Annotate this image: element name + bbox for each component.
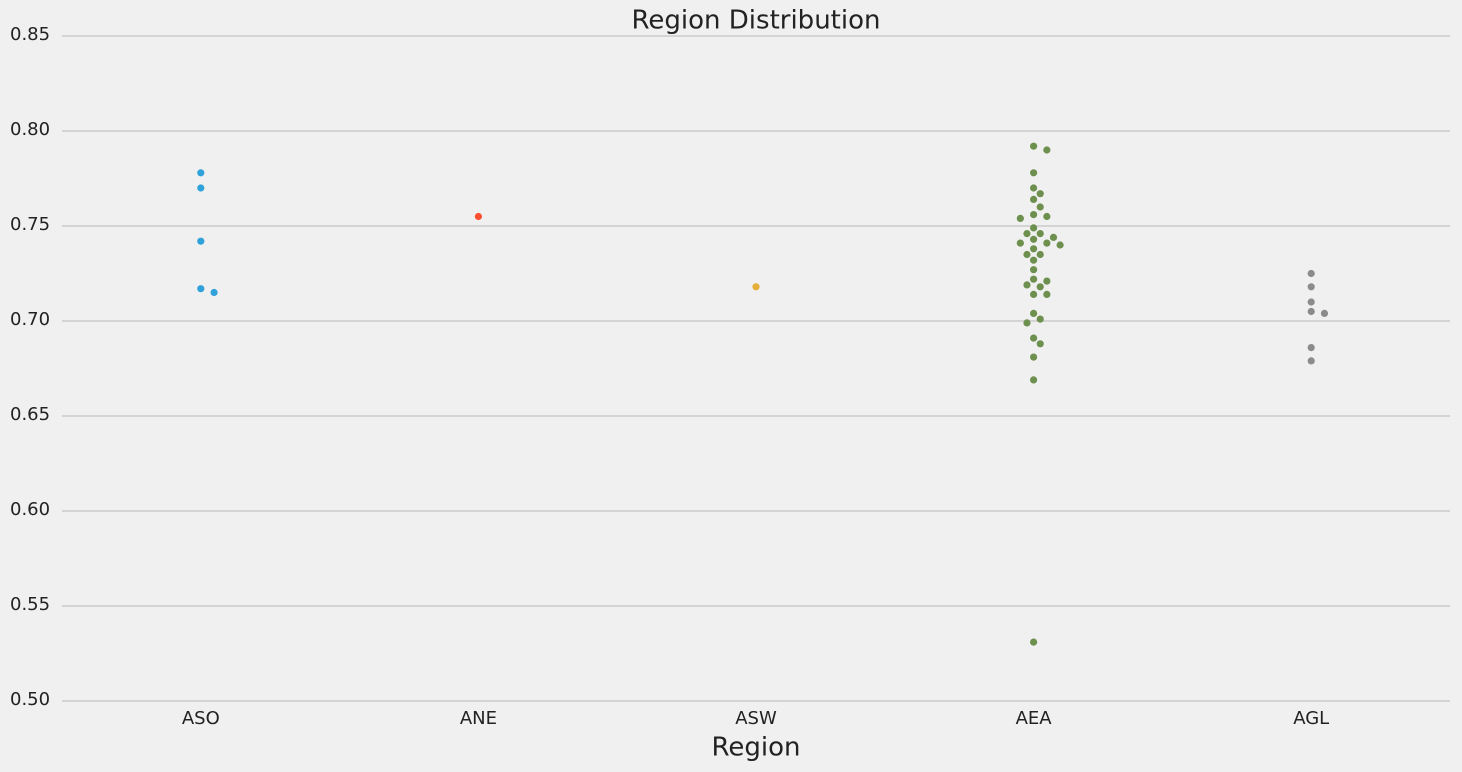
- dot: [1307, 357, 1315, 365]
- dot: [197, 169, 205, 177]
- x-tick-label: ANE: [460, 708, 497, 729]
- dot: [1030, 376, 1038, 384]
- dot: [1307, 283, 1315, 291]
- dot: [1043, 277, 1051, 285]
- dot: [1056, 241, 1064, 249]
- dot: [1023, 319, 1031, 327]
- dot: [1030, 353, 1038, 361]
- x-tick-label: AEA: [1016, 708, 1053, 729]
- dot: [1036, 190, 1044, 198]
- dot: [1030, 266, 1038, 274]
- dot: [1030, 290, 1038, 298]
- dot: [1030, 224, 1038, 232]
- dot: [1043, 290, 1051, 298]
- dot: [1307, 307, 1315, 316]
- dot: [1023, 230, 1031, 238]
- dot: [1030, 211, 1038, 219]
- y-tick-label: 0.65: [10, 404, 50, 425]
- y-tick-label: 0.80: [10, 119, 50, 140]
- dot: [1036, 203, 1044, 211]
- dot: [1036, 340, 1044, 348]
- dot: [1016, 239, 1024, 247]
- dot: [1030, 169, 1038, 177]
- dot: [752, 283, 760, 291]
- x-tick-label: ASW: [735, 708, 777, 729]
- dot: [1016, 214, 1024, 222]
- dot: [1307, 344, 1315, 352]
- dot: [1030, 142, 1038, 150]
- dot: [1049, 233, 1058, 241]
- dot: [1030, 309, 1038, 317]
- dot: [1030, 256, 1038, 264]
- dot: [197, 237, 205, 245]
- dot: [1023, 281, 1031, 289]
- y-tick-label: 0.55: [10, 594, 50, 615]
- dot: [1043, 146, 1051, 154]
- chart-title: Region Distribution: [632, 6, 881, 36]
- y-tick-label: 0.85: [10, 24, 50, 45]
- y-tick-label: 0.60: [10, 499, 50, 520]
- x-axis-label: Region: [711, 733, 800, 763]
- dot: [1320, 309, 1329, 317]
- dot: [1030, 638, 1038, 646]
- dot: [1043, 239, 1051, 247]
- x-tick-label: AGL: [1293, 708, 1329, 729]
- dot: [1036, 230, 1044, 238]
- dot: [1036, 315, 1044, 323]
- dot: [1030, 334, 1038, 342]
- dot: [1043, 212, 1051, 221]
- x-tick-label: ASO: [182, 708, 220, 729]
- dot: [1030, 195, 1038, 203]
- y-tick-label: 0.50: [10, 689, 50, 710]
- y-tick-label: 0.75: [10, 214, 50, 235]
- dot: [1036, 250, 1044, 259]
- dot: [1030, 184, 1038, 192]
- dot: [1307, 269, 1315, 278]
- dot: [1030, 245, 1038, 253]
- dot: [197, 285, 205, 293]
- dot: [197, 184, 205, 192]
- dot: [1030, 235, 1038, 243]
- y-tick-label: 0.70: [10, 309, 50, 330]
- dot: [474, 212, 482, 221]
- dot: [210, 288, 218, 297]
- dot: [1023, 250, 1031, 259]
- dot: [1030, 275, 1038, 283]
- dot: [1307, 298, 1315, 306]
- dot: [1036, 283, 1044, 291]
